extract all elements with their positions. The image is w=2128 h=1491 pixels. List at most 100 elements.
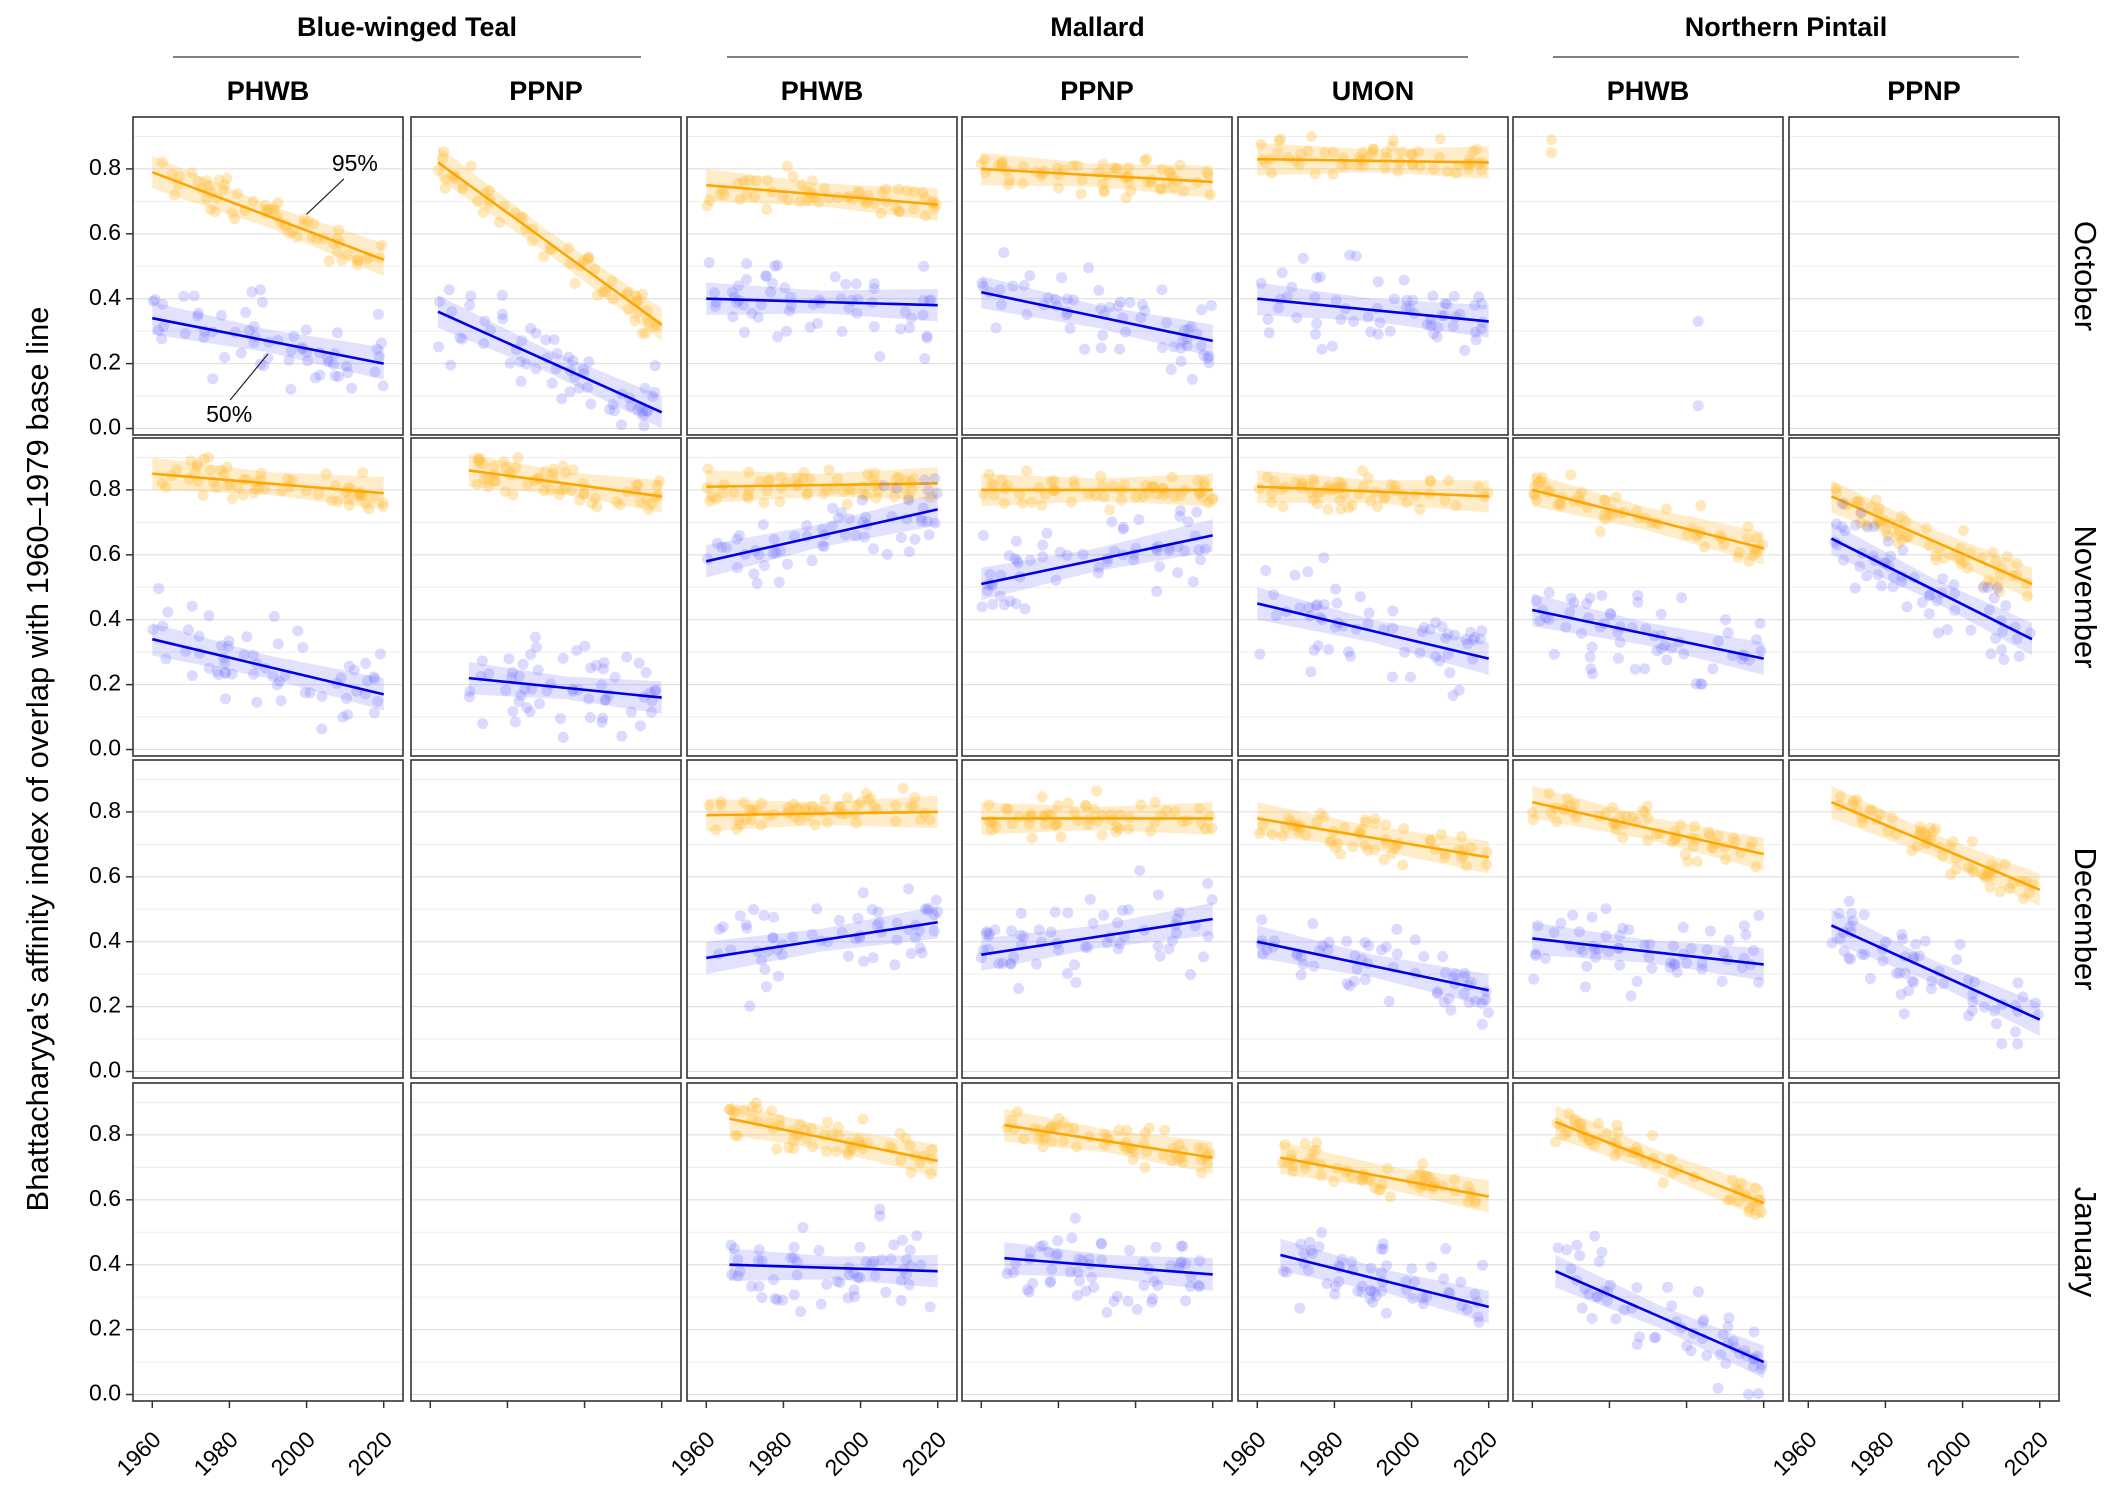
panel-background [1238,1083,1508,1401]
data-point-50 [1174,1258,1186,1270]
data-point-95 [1357,465,1368,477]
data-point-50 [1330,621,1341,633]
data-point-95 [1290,476,1302,488]
data-point-95 [718,189,730,201]
panel-border [410,116,682,436]
data-point-95 [1141,153,1153,165]
data-point-50 [1838,554,1849,566]
data-point-95 [804,473,816,485]
data-point-50 [1448,972,1460,984]
data-point-50 [285,344,297,356]
data-point-50 [1604,1279,1616,1291]
data-point-50 [215,309,227,321]
data-point-95 [477,458,489,470]
data-point-95 [360,498,372,510]
data-point-50 [842,950,854,962]
data-point-50 [1021,309,1033,320]
data-point-95 [1365,1174,1376,1186]
data-point-95 [1051,1122,1063,1134]
data-point-95 [1727,832,1739,844]
data-point-95 [1379,491,1391,503]
data-point-50 [829,271,841,283]
data-point-50 [1858,909,1870,921]
data-point-95 [1415,1168,1427,1180]
data-point-95 [1570,1117,1582,1129]
data-point-95 [1254,828,1265,839]
data-point-95 [741,189,752,201]
data-point-95 [1957,525,1969,537]
data-point-50 [768,911,780,923]
data-point-50 [1273,302,1285,314]
data-point-95 [643,504,655,515]
data-point-50 [1061,293,1073,305]
data-point-50 [1066,1232,1078,1244]
data-point-95 [1161,805,1172,817]
data-point-50 [625,706,637,718]
data-point-50 [1114,938,1126,950]
data-point-95 [1335,503,1347,515]
data-point-50 [1416,626,1428,637]
data-point-50 [1359,937,1371,948]
data-point-50 [740,274,752,285]
data-point-50 [1071,1289,1083,1301]
data-point-50 [1343,646,1354,658]
data-point-50 [604,404,616,415]
data-point-95 [1378,492,1390,504]
data-point-50 [760,981,772,993]
data-point-50 [1753,910,1765,921]
data-point-95 [796,179,808,191]
data-point-95 [156,477,168,489]
facet-panel [1237,116,1509,436]
data-point-95 [1193,1142,1205,1153]
data-point-50 [1720,614,1731,626]
data-point-50 [328,358,339,370]
data-point-50 [1467,634,1479,646]
data-point-95 [843,484,855,496]
data-point-50 [1938,978,1949,990]
panel-background [1789,438,2059,756]
data-point-50 [1603,946,1615,958]
data-point-50 [1359,974,1371,986]
data-point-50 [746,307,758,319]
data-point-95 [788,798,800,810]
data-point-50 [818,541,830,552]
data-point-95 [1068,480,1080,492]
data-point-50 [361,675,373,687]
data-point-50 [874,351,886,362]
data-point-95 [749,191,761,203]
data-point-95 [1295,148,1307,160]
data-point-50 [1375,1267,1387,1279]
data-point-95 [336,254,348,266]
panel-border [686,759,958,1079]
facet-panel [410,437,682,757]
data-point-95 [1033,1132,1045,1144]
data-point-50 [193,630,205,642]
data-point-50 [240,307,252,318]
data-point-95 [1718,538,1730,550]
data-point-95 [1414,160,1426,172]
data-point-95 [1300,829,1312,841]
data-point-95 [1125,185,1137,197]
data-point-50 [1033,924,1045,936]
data-point-95 [847,484,859,496]
data-point-95 [1930,550,1942,562]
data-point-95 [574,494,586,506]
data-point-95 [1413,146,1424,158]
data-point-50 [1080,1285,1092,1297]
trend-line-95 [1004,1123,1213,1159]
data-point-50 [348,664,360,676]
data-point-95 [992,159,1004,171]
data-point-50 [1677,921,1689,933]
data-point-50 [1151,585,1163,597]
data-point-50 [609,671,621,683]
data-point-50 [1128,554,1140,566]
x-tick-label: 2000 [1371,1426,1426,1481]
data-point-50 [1432,988,1444,1000]
data-point-50 [1596,1246,1608,1258]
data-point-95 [1372,501,1383,512]
data-point-50 [268,611,280,622]
data-point-95 [983,469,995,480]
data-point-95 [510,461,522,473]
data-point-50 [1114,296,1126,308]
data-point-50 [1380,1307,1392,1319]
